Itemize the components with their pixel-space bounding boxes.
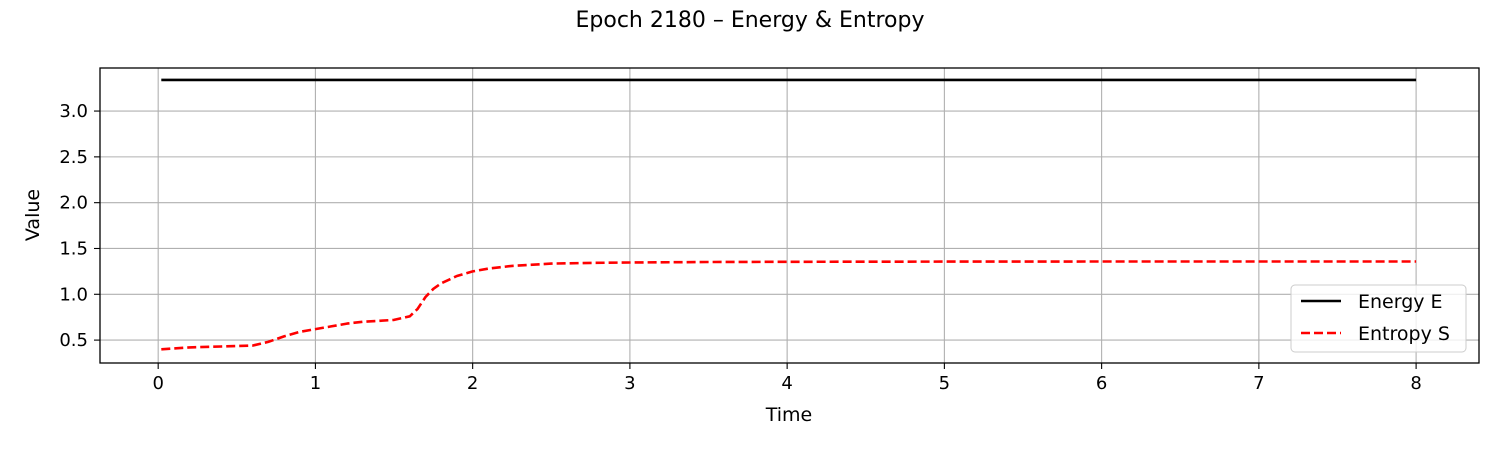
x-tick-label: 4 [781,373,792,394]
x-tick-label: 0 [152,373,163,394]
x-tick-label: 1 [310,373,321,394]
y-axis-label: Value [22,189,44,241]
grid-lines [100,68,1479,363]
series-layer [161,78,1417,351]
plot-frame [99,67,1480,364]
x-tick-label: 5 [939,373,950,394]
chart-title: Epoch 2180 – Energy & Entropy [576,8,925,33]
y-tick-label: 2.0 [59,193,88,214]
y-tick-label: 2.5 [59,147,88,168]
y-tick-label: 0.5 [59,330,88,351]
y-axis: 0.5 1.0 1.5 2.0 2.5 3.0 [59,101,100,351]
x-tick-label: 3 [624,373,635,394]
x-tick-label: 7 [1253,373,1264,394]
y-tick-label: 3.0 [59,101,88,122]
y-tick-label: 1.5 [59,238,88,259]
x-tick-label: 2 [467,373,478,394]
legend-label-energy: Energy E [1358,291,1443,313]
legend: Energy E Entropy S [1290,284,1467,353]
x-tick-label: 8 [1410,373,1421,394]
y-tick-label: 1.0 [59,284,88,305]
legend-label-entropy: Entropy S [1358,323,1450,345]
x-tick-label: 6 [1096,373,1107,394]
x-axis-label: Time [765,404,813,426]
entropy-series-line [161,260,1417,351]
x-axis: 0 1 2 3 4 5 6 7 8 [152,363,1422,394]
